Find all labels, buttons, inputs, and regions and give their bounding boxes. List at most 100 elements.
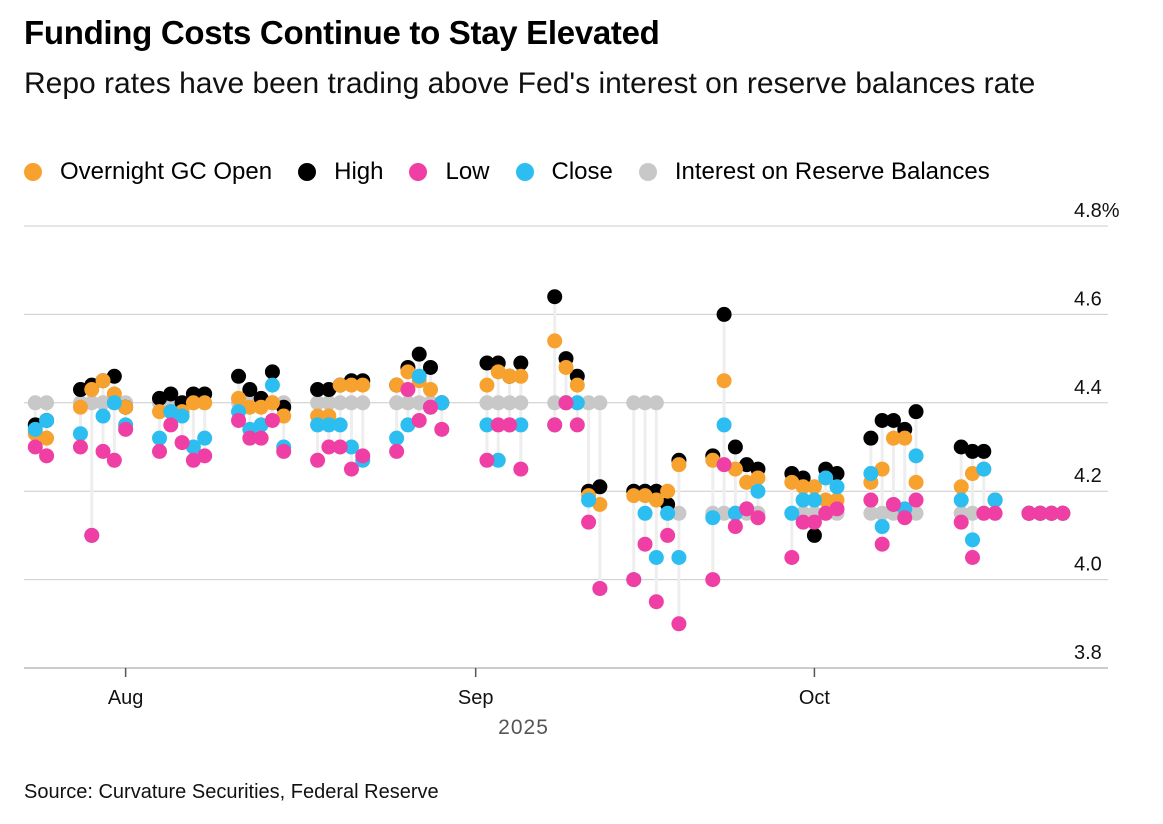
point-iorb	[27, 395, 43, 411]
point-low	[152, 443, 167, 459]
point-open	[253, 399, 269, 415]
point-open	[355, 377, 371, 393]
point-iorb	[502, 395, 518, 411]
point-iorb	[84, 395, 100, 411]
point-high	[72, 382, 88, 398]
point-low	[727, 519, 743, 535]
point-open	[637, 488, 653, 504]
point-close	[581, 492, 597, 508]
point-low	[355, 448, 371, 464]
point-low	[264, 412, 280, 428]
point-open	[558, 359, 574, 375]
point-close	[829, 479, 845, 495]
legend-label-open: Overnight GC Open	[60, 158, 273, 185]
legend-label-low: Low	[445, 158, 490, 185]
point-close	[874, 519, 890, 535]
y-tick-label: 4.6	[1074, 288, 1102, 310]
point-low	[163, 417, 179, 433]
point-high	[411, 346, 427, 362]
legend-swatch-open	[24, 163, 42, 181]
x-tick-label: Aug	[108, 687, 144, 709]
point-high	[953, 439, 969, 455]
point-high	[163, 386, 179, 402]
point-iorb	[863, 505, 879, 521]
point-low	[276, 443, 292, 459]
point-low	[829, 501, 845, 517]
point-high	[727, 439, 743, 455]
point-high	[547, 289, 563, 305]
point-close	[818, 470, 834, 486]
point-open	[242, 399, 258, 415]
point-low	[242, 430, 258, 446]
x-tick-label: Sep	[458, 687, 494, 709]
point-low	[253, 430, 269, 446]
point-close	[321, 417, 337, 433]
point-iorb	[355, 395, 371, 411]
point-high	[242, 382, 258, 398]
point-close	[479, 417, 495, 433]
point-low	[671, 616, 687, 632]
point-open	[874, 461, 890, 477]
point-low	[818, 505, 834, 521]
point-low	[411, 412, 427, 428]
point-open	[513, 368, 529, 384]
point-open	[626, 488, 642, 504]
point-low	[332, 439, 348, 455]
point-high	[716, 306, 732, 322]
point-low	[185, 452, 201, 468]
point-close	[332, 417, 348, 433]
point-high	[479, 355, 495, 371]
y-tick-label: 4.0	[1074, 554, 1102, 576]
point-close	[163, 404, 179, 420]
point-close	[637, 505, 653, 521]
point-close	[152, 430, 167, 446]
point-close	[434, 395, 450, 411]
legend-item-high: High	[298, 158, 383, 186]
point-low	[1055, 505, 1071, 521]
y-tick-label: 4.4	[1074, 377, 1102, 399]
point-close	[174, 408, 190, 424]
point-low	[197, 448, 213, 464]
point-iorb	[310, 395, 326, 411]
point-low	[502, 417, 518, 433]
point-close	[784, 505, 800, 521]
point-high	[321, 382, 337, 398]
point-low	[795, 514, 811, 530]
legend-swatch-low	[409, 163, 428, 181]
point-open	[502, 368, 518, 384]
point-close	[39, 412, 55, 428]
point-low	[118, 421, 134, 437]
point-open	[784, 474, 800, 490]
point-open	[908, 474, 924, 490]
y-tick-label: 4.8%	[1074, 200, 1120, 222]
point-open	[479, 377, 495, 393]
point-low	[343, 461, 359, 477]
x-tick-label: Oct	[799, 687, 831, 709]
point-close	[197, 430, 213, 446]
point-close	[310, 417, 326, 433]
point-iorb	[648, 395, 664, 411]
point-open	[152, 404, 167, 420]
source-note: Source: Curvature Securities, Federal Re…	[24, 781, 439, 803]
point-open	[569, 377, 585, 393]
point-iorb	[908, 505, 924, 521]
point-open	[276, 408, 292, 424]
point-iorb	[343, 395, 359, 411]
point-close	[660, 505, 676, 521]
point-close	[795, 492, 811, 508]
point-low	[310, 452, 326, 468]
point-low	[72, 439, 88, 455]
point-iorb	[671, 505, 687, 521]
point-low	[479, 452, 495, 468]
point-close	[185, 439, 201, 455]
point-iorb	[490, 395, 506, 411]
legend-item-iorb: Interest on Reserve Balances	[638, 158, 990, 186]
point-low	[490, 417, 506, 433]
point-open	[95, 373, 111, 389]
point-low	[592, 580, 608, 596]
point-open	[818, 492, 834, 508]
point-iorb	[513, 395, 529, 411]
point-high	[908, 404, 924, 420]
point-open	[547, 333, 563, 349]
